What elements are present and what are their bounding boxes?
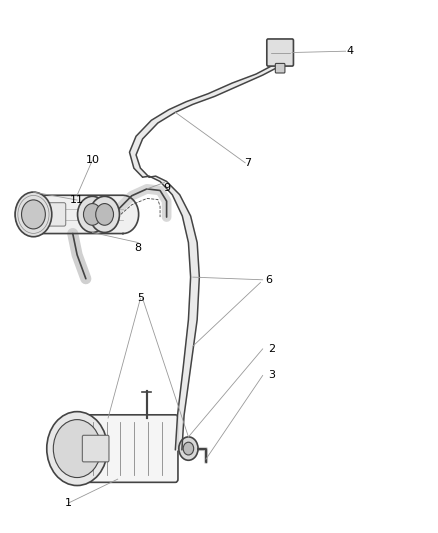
Text: 11: 11	[70, 195, 84, 205]
Circle shape	[179, 437, 198, 461]
Text: 4: 4	[346, 46, 353, 56]
Circle shape	[95, 204, 113, 225]
Circle shape	[47, 411, 107, 486]
Circle shape	[15, 192, 52, 237]
Circle shape	[53, 419, 101, 478]
Text: 9: 9	[163, 183, 170, 193]
Circle shape	[78, 196, 107, 232]
Circle shape	[90, 196, 120, 232]
FancyBboxPatch shape	[276, 63, 285, 73]
Circle shape	[183, 442, 194, 455]
Polygon shape	[143, 176, 199, 450]
Text: 6: 6	[266, 275, 273, 285]
Polygon shape	[130, 62, 286, 177]
FancyBboxPatch shape	[82, 435, 109, 462]
Text: 1: 1	[65, 498, 72, 508]
Text: 7: 7	[244, 158, 251, 168]
FancyBboxPatch shape	[29, 203, 66, 226]
Text: 5: 5	[137, 293, 144, 303]
Text: 8: 8	[134, 243, 142, 253]
FancyBboxPatch shape	[77, 415, 178, 482]
Text: 3: 3	[268, 370, 275, 381]
Circle shape	[21, 200, 46, 229]
Text: 10: 10	[85, 155, 99, 165]
Text: 2: 2	[268, 344, 275, 354]
Polygon shape	[16, 195, 138, 233]
FancyBboxPatch shape	[267, 39, 293, 66]
Circle shape	[84, 204, 101, 225]
